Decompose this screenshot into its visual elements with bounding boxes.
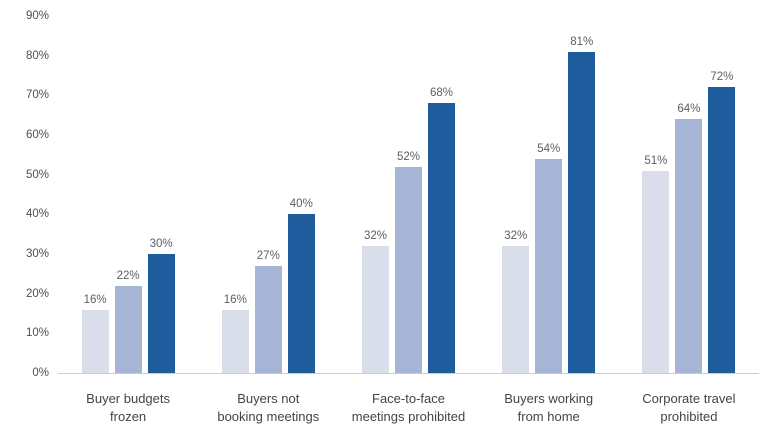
bar-value-label: 52% [396,150,421,163]
x-category-label: Buyer budgets frozen [86,391,171,425]
bar-wrapper: 30% [147,16,175,373]
bar-value-label: 72% [710,71,734,84]
bar-value-label: 16% [83,293,107,306]
bar-wrapper: 16% [81,16,109,373]
y-tick-label: 90% [25,10,49,22]
bar-wrapper: 68% [428,16,455,373]
y-tick-label: 50% [25,168,49,181]
bar-value-label: 40% [289,198,313,211]
bar-series-medium [395,166,422,373]
y-tick-label: 10% [25,327,49,340]
bar-group: 32% 54% 81% [479,16,619,373]
bar-value-label: 68% [429,87,454,100]
y-tick-label: 60% [25,129,49,141]
bar-wrapper: 32% [502,16,530,373]
bar-wrapper: 72% [708,16,736,373]
bar-value-label: 22% [116,269,140,282]
bar-series-medium [675,119,703,373]
bar-wrapper: 81% [568,16,596,373]
bar-group: 16% 27% 40% [198,16,338,373]
bar-series-medium [254,265,282,373]
y-tick-label: 20% [25,287,49,300]
y-tick-label: 40% [25,208,49,221]
bar-series-light [642,170,670,373]
plot-area: 16% 22% 30% 16% 27% 40% 32% 52% 68% 32% 54% 81% 51% 6… [26,10,759,379]
x-category-label: Face-to-face meetings prohibited [351,391,466,425]
x-category-label: Buyers not booking meetings [217,391,320,425]
bar-wrapper: 16% [221,16,249,373]
bar-value-label: 32% [363,230,388,243]
x-category-label: Buyers working from home [504,391,594,425]
x-category-label: Corporate travel prohibited [642,391,736,425]
bar-wrapper: 32% [362,16,389,373]
bar-value-label: 16% [223,293,247,306]
bar-group: 51% 64% 72% [619,16,759,373]
bar-series-light [221,309,249,373]
bar-series-dark [287,214,315,373]
bar-series-dark [147,254,175,373]
bar-wrapper: 64% [675,16,703,373]
bar-group: 16% 22% 30% [58,16,198,373]
bar-value-label: 32% [504,230,528,243]
bar-series-light [81,309,109,373]
bar-series-medium [114,285,142,373]
bar-wrapper: 54% [535,16,563,373]
bar-value-label: 64% [677,103,701,116]
y-tick-label: 0% [32,367,49,379]
bar-series-dark [568,51,596,373]
bar-value-label: 30% [149,238,173,250]
y-tick-label: 30% [25,248,49,260]
bar-value-label: 81% [570,35,594,48]
bar-groups: 16% 22% 30% 16% 27% 40% 32% 52% 68% 32% 54% 81% 51% 6… [58,16,759,373]
bar-series-dark [708,87,736,373]
bar-value-label: 51% [644,154,668,167]
bar-wrapper: 40% [287,16,315,373]
bar-group: 32% 52% 68% [338,16,478,373]
bar-series-dark [428,103,455,373]
bar-value-label: 27% [256,249,280,262]
bar-wrapper: 27% [254,16,282,373]
bar-wrapper: 52% [395,16,422,373]
bar-wrapper: 22% [114,16,142,373]
bar-series-light [502,246,530,373]
bar-value-label: 54% [537,142,561,155]
bar-series-light [362,246,389,373]
x-axis-labels: Buyer budgets frozen Buyers not booking m… [58,382,759,424]
y-tick-label: 80% [25,49,49,62]
bar-series-medium [535,158,563,373]
y-tick-label: 70% [25,89,49,102]
bar-wrapper: 51% [642,16,670,373]
